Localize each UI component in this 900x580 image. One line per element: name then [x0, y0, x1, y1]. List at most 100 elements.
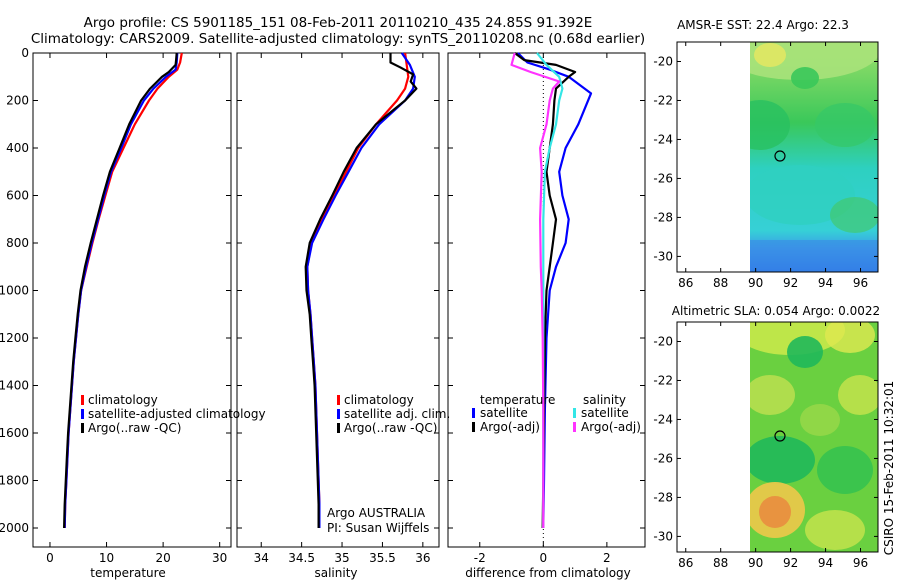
sst-map-axes: 86 88 90 92 94 96 -20 -22 -24 -26 -28 -30 [653, 41, 879, 290]
annotation-agency: Argo AUSTRALIA [327, 506, 426, 520]
legend-label: Argo(-adj) [581, 420, 641, 434]
legend-swatch [337, 409, 340, 419]
map-y-tick-label: -20 [653, 54, 673, 68]
legend-swatch [81, 395, 84, 405]
x-tick-label: -2 [474, 551, 486, 565]
map-x-tick-label: 88 [713, 276, 728, 290]
series-line-temperature-0 [63, 52, 183, 529]
x-axis-label-temperature: temperature [90, 566, 165, 580]
y-tick-label: 1600 [0, 426, 29, 440]
map-y-tick-label: -28 [653, 210, 673, 224]
x-tick-label: 35 [334, 551, 349, 565]
map-y-tick-label: -28 [653, 490, 673, 504]
map-y-tick-label: -26 [653, 451, 673, 465]
legend-swatch [337, 395, 340, 405]
map-frame [676, 41, 879, 273]
legend-label: climatology [344, 393, 414, 407]
x-tick-label: 0 [540, 551, 548, 565]
x-tick-label: 10 [99, 551, 114, 565]
x-axis-label-salinity: salinity [314, 566, 357, 580]
map-x-tick-label: 94 [818, 556, 833, 570]
series-line-temperature-2 [63, 52, 178, 529]
x-axis-label-difference: difference from climatology [465, 566, 631, 580]
sla-map: Altimetric SLA: 0.054 Argo: 0.0022 86 88 9… [653, 304, 880, 570]
y-tick-label: 400 [6, 141, 29, 155]
sla-map-title: Altimetric SLA: 0.054 Argo: 0.0022 [672, 304, 880, 318]
legend-label: Argo(..raw -QC) [344, 421, 437, 435]
figure-title-line1: Argo profile: CS 5901185_151 08-Feb-2011… [84, 15, 593, 31]
sst-heatmap-field [750, 42, 878, 272]
legend-swatch [472, 408, 475, 418]
series-line-salinity-1 [306, 52, 416, 528]
sla-heatmap-field [750, 322, 878, 552]
legend-group-salinity: salinity [583, 393, 626, 407]
map-y-tick-label: -20 [653, 334, 673, 348]
y-tick-label: 800 [6, 236, 29, 250]
map-y-tick-label: -22 [653, 373, 673, 387]
series-line-difference-1 [514, 52, 577, 529]
y-tick-label: 600 [6, 189, 29, 203]
annotation-pi: PI: Susan Wijffels [327, 521, 429, 535]
y-tick-label: 200 [6, 94, 29, 108]
x-tick-label: 34.5 [288, 551, 315, 565]
legend-swatch [573, 422, 576, 432]
x-tick-label: 20 [155, 551, 170, 565]
x-tick-label: 35.5 [369, 551, 396, 565]
legend-group-temperature: temperature [480, 393, 555, 407]
map-y-tick-label: -26 [653, 171, 673, 185]
series-line-difference-0 [517, 52, 593, 529]
legend-label: Argo(..raw -QC) [88, 421, 181, 435]
map-x-tick-label: 90 [748, 556, 763, 570]
axes-frame-temperature [32, 52, 232, 548]
map-x-tick-label: 96 [853, 556, 868, 570]
map-x-tick-label: 88 [713, 556, 728, 570]
figure-title-line2: Climatology: CARS2009. Satellite-adjuste… [31, 31, 645, 47]
map-y-tick-label: -24 [653, 412, 673, 426]
map-x-tick-label: 94 [818, 276, 833, 290]
x-tick-label: 36 [415, 551, 430, 565]
x-tick-label: 30 [212, 551, 227, 565]
sla-map-axes: 86 88 90 92 94 96 -20 -22 -24 -26 -28 -30 [653, 321, 879, 570]
y-tick-label: 0 [21, 46, 29, 60]
map-x-tick-label: 90 [748, 276, 763, 290]
map-x-tick-label: 92 [783, 556, 798, 570]
legend-label: satellite [480, 406, 528, 420]
legend-swatch [81, 423, 84, 433]
argo-position-marker [774, 430, 786, 442]
y-tick-label: 1800 [0, 474, 29, 488]
legend-label: satellite [581, 406, 629, 420]
series-line-salinity-2 [304, 53, 418, 528]
creation-stamp: CSIRO 15-Feb-2011 10:32:01 [882, 381, 896, 556]
legend-label: satellite adj. clim. [344, 407, 450, 421]
sst-map: AMSR-E SST: 22.4 Argo: 22.3 86 88 90 92 94 96… [653, 18, 879, 290]
map-y-tick-label: -22 [653, 93, 673, 107]
legend-label: climatology [88, 393, 158, 407]
map-x-tick-label: 86 [678, 556, 693, 570]
legend-swatch [573, 408, 576, 418]
legend-difference: temperature salinitysatelliteArgo(-adj)sa… [472, 393, 641, 434]
map-y-tick-label: -30 [653, 529, 673, 543]
legend-swatch [337, 423, 340, 433]
map-frame [676, 321, 879, 553]
y-tick-label: 1400 [0, 379, 29, 393]
legend-label: satellite-adjusted climatology [88, 407, 266, 421]
sst-map-title: AMSR-E SST: 22.4 Argo: 22.3 [677, 18, 849, 32]
axes-frame-difference [447, 52, 646, 548]
axes-frame-salinity [236, 52, 440, 548]
legend-swatch [81, 409, 84, 419]
x-tick-label: 0 [46, 551, 54, 565]
x-tick-label: 2 [603, 551, 611, 565]
series-line-salinity-0 [306, 52, 410, 528]
legend-swatch [472, 422, 475, 432]
map-x-tick-label: 86 [678, 276, 693, 290]
y-tick-label: 1000 [0, 284, 29, 298]
map-y-tick-label: -30 [653, 249, 673, 263]
map-x-tick-label: 96 [853, 276, 868, 290]
panel-salinity: 34 34.5 35 35.5 36 salinity [236, 52, 440, 580]
legend-label: Argo(-adj) [480, 420, 540, 434]
x-tick-label: 34 [254, 551, 269, 565]
